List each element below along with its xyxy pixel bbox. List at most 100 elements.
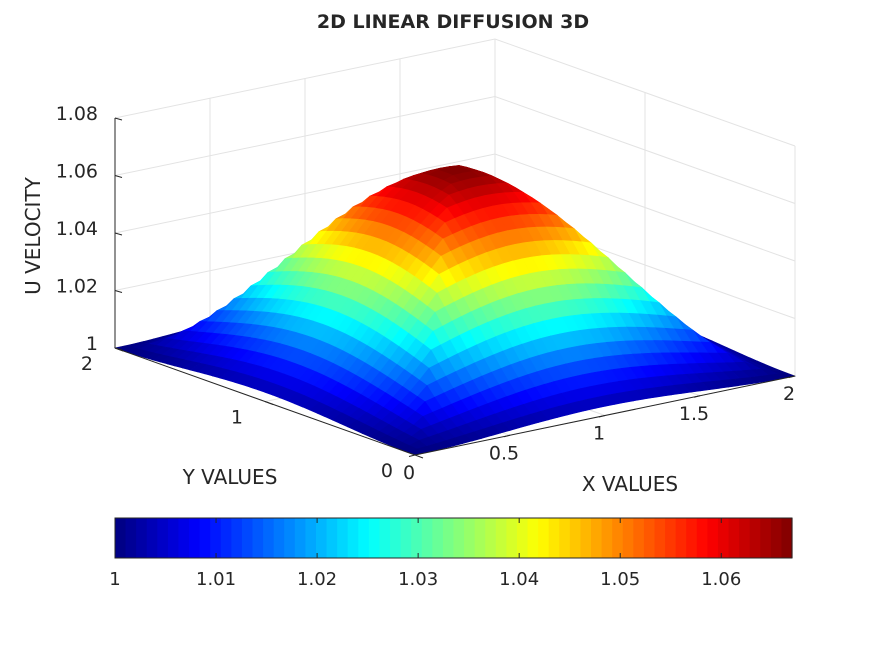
x-axis-label: X VALUES [582,472,678,496]
colorbar-swatch [707,518,719,558]
colorbar-swatch [601,518,613,558]
colorbar-swatch [717,518,730,558]
colorbar-swatch [157,518,169,558]
colorbar-swatch [612,518,624,558]
colorbar-swatch [665,518,677,558]
colorbar-swatch [337,518,349,558]
z-axis-label: U VELOCITY [21,176,45,295]
colorbar-swatch [411,518,423,558]
colorbar-swatch [326,518,338,558]
x-tick-mark [693,395,701,398]
colorbar-swatch [453,518,465,558]
colorbar-swatch [548,518,560,558]
x-tick-mark [408,454,416,457]
colorbar-swatch [538,518,550,558]
colorbar-tick-label: 1.05 [600,569,640,590]
z-tick-label: 1.06 [56,161,98,183]
z-tick-mark [114,232,123,236]
colorbar-swatch [305,518,317,558]
colorbar-swatch [464,518,476,558]
z-tick-label: 1.04 [56,218,98,240]
colorbar-swatch [474,518,486,558]
y-tick-label: 0 [381,460,393,482]
y-axis-label: Y VALUES [182,465,278,489]
colorbar-swatch [633,518,645,558]
colorbar-swatch [125,518,137,558]
colorbar-swatch [400,518,412,558]
colorbar-swatch [284,518,296,558]
y-tick-label: 1 [231,407,243,429]
colorbar-swatch [770,518,783,558]
colorbar-swatch [379,518,391,558]
colorbar-swatch [506,518,518,558]
z-tick-label: 1 [86,333,98,355]
colorbar-swatch [580,518,592,558]
colorbar-swatch [189,518,201,558]
x-tick-mark [788,375,796,378]
colorbar-tick-label: 1 [109,569,120,590]
colorbar-swatch [263,518,275,558]
x-tick-label: 1.5 [679,403,709,425]
z-tick-label: 1.08 [56,103,98,125]
x-tick-mark [503,434,511,438]
colorbar-swatch [220,518,232,558]
colorbar-swatch [739,518,751,558]
x-tick-label: 1 [593,423,605,445]
colorbar-tick-label: 1.03 [398,569,438,590]
colorbar-swatch [146,518,158,558]
colorbar-swatch [115,518,127,558]
colorbar-swatch [210,518,222,558]
colorbar-tick-label: 1.04 [499,569,539,590]
z-tick-mark [114,290,123,293]
y-tick-mark [264,401,274,405]
z-tick-label: 1.02 [56,276,98,298]
colorbar-swatch [273,518,285,558]
colorbar-swatch [315,518,328,558]
colorbar-tick-label: 1.01 [196,569,236,590]
colorbar-swatch [527,518,539,558]
colorbar-swatch [622,518,634,558]
colorbar-swatch [728,518,740,558]
colorbar-swatch [675,518,687,558]
colorbar-swatch [760,518,772,558]
z-tick-mark [114,117,123,121]
colorbar-swatch [432,518,444,558]
colorbar-swatch [696,518,708,558]
colorbar-swatch [495,518,507,558]
colorbar-swatch [178,518,190,558]
colorbar-swatch [136,518,148,558]
grid-line-z [114,38,796,147]
colorbar-tick-label: 1.02 [297,569,337,590]
x-tick-label: 0 [403,462,415,484]
z-tick-mark [114,347,123,351]
colorbar-swatch [347,518,359,558]
x-tick-label: 2 [783,383,795,405]
colorbar-tick-label: 1.06 [701,569,741,590]
surface-plot [113,165,797,456]
colorbar-swatch [390,518,402,558]
colorbar-swatch [358,518,370,558]
colorbar-swatch [199,518,211,558]
y-tick-label: 2 [81,353,93,375]
colorbar-swatch [559,518,571,558]
colorbar-swatch [252,518,264,558]
x-tick-mark [598,415,606,418]
colorbar-swatch [686,518,698,558]
colorbar-swatch [654,518,666,558]
colorbar-swatch [749,518,761,558]
colorbar-swatch [485,518,497,558]
x-tick-label: 0.5 [489,442,519,464]
colorbar-frame [114,517,793,559]
colorbar-swatch [294,518,307,558]
colorbar-swatch [241,518,254,558]
colorbar-swatch [368,518,381,558]
y-tick-mark [414,454,424,459]
colorbar-swatch [231,518,243,558]
colorbar-swatch [781,518,793,558]
chart-title: 2D LINEAR DIFFUSION 3D [317,11,589,33]
colorbar-swatch [167,518,180,558]
colorbar-swatch [442,518,455,558]
colorbar: 1 1.01 1.02 1.03 1.04 1.05 1.06 [109,517,793,590]
